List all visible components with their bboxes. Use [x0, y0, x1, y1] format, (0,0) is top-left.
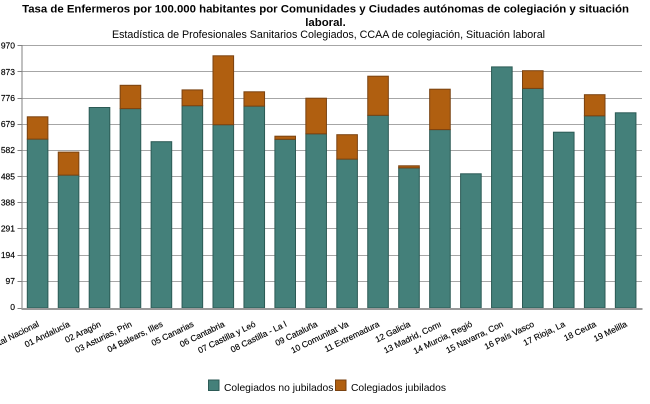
svg-text:Tasa de Enfermeros por 100.000: Tasa de Enfermeros por 100.000 habitante…: [22, 4, 629, 16]
svg-text:485: 485: [1, 171, 15, 181]
svg-text:Colegiados no jubilados: Colegiados no jubilados: [224, 383, 333, 394]
svg-text:582: 582: [1, 145, 15, 155]
svg-text:Colegiados jubilados: Colegiados jubilados: [351, 383, 446, 394]
svg-text:388: 388: [1, 198, 15, 208]
svg-text:873: 873: [1, 67, 15, 77]
svg-text:679: 679: [1, 119, 15, 129]
svg-text:776: 776: [1, 93, 15, 103]
svg-text:Estadística de Profesionales S: Estadística de Profesionales Sanitarios …: [112, 29, 545, 41]
svg-text:970: 970: [1, 41, 15, 51]
svg-text:291: 291: [1, 224, 15, 234]
svg-text:0: 0: [10, 302, 15, 312]
svg-text:laboral.: laboral.: [305, 17, 346, 29]
svg-text:194: 194: [1, 250, 15, 260]
svg-text:97: 97: [6, 276, 16, 286]
